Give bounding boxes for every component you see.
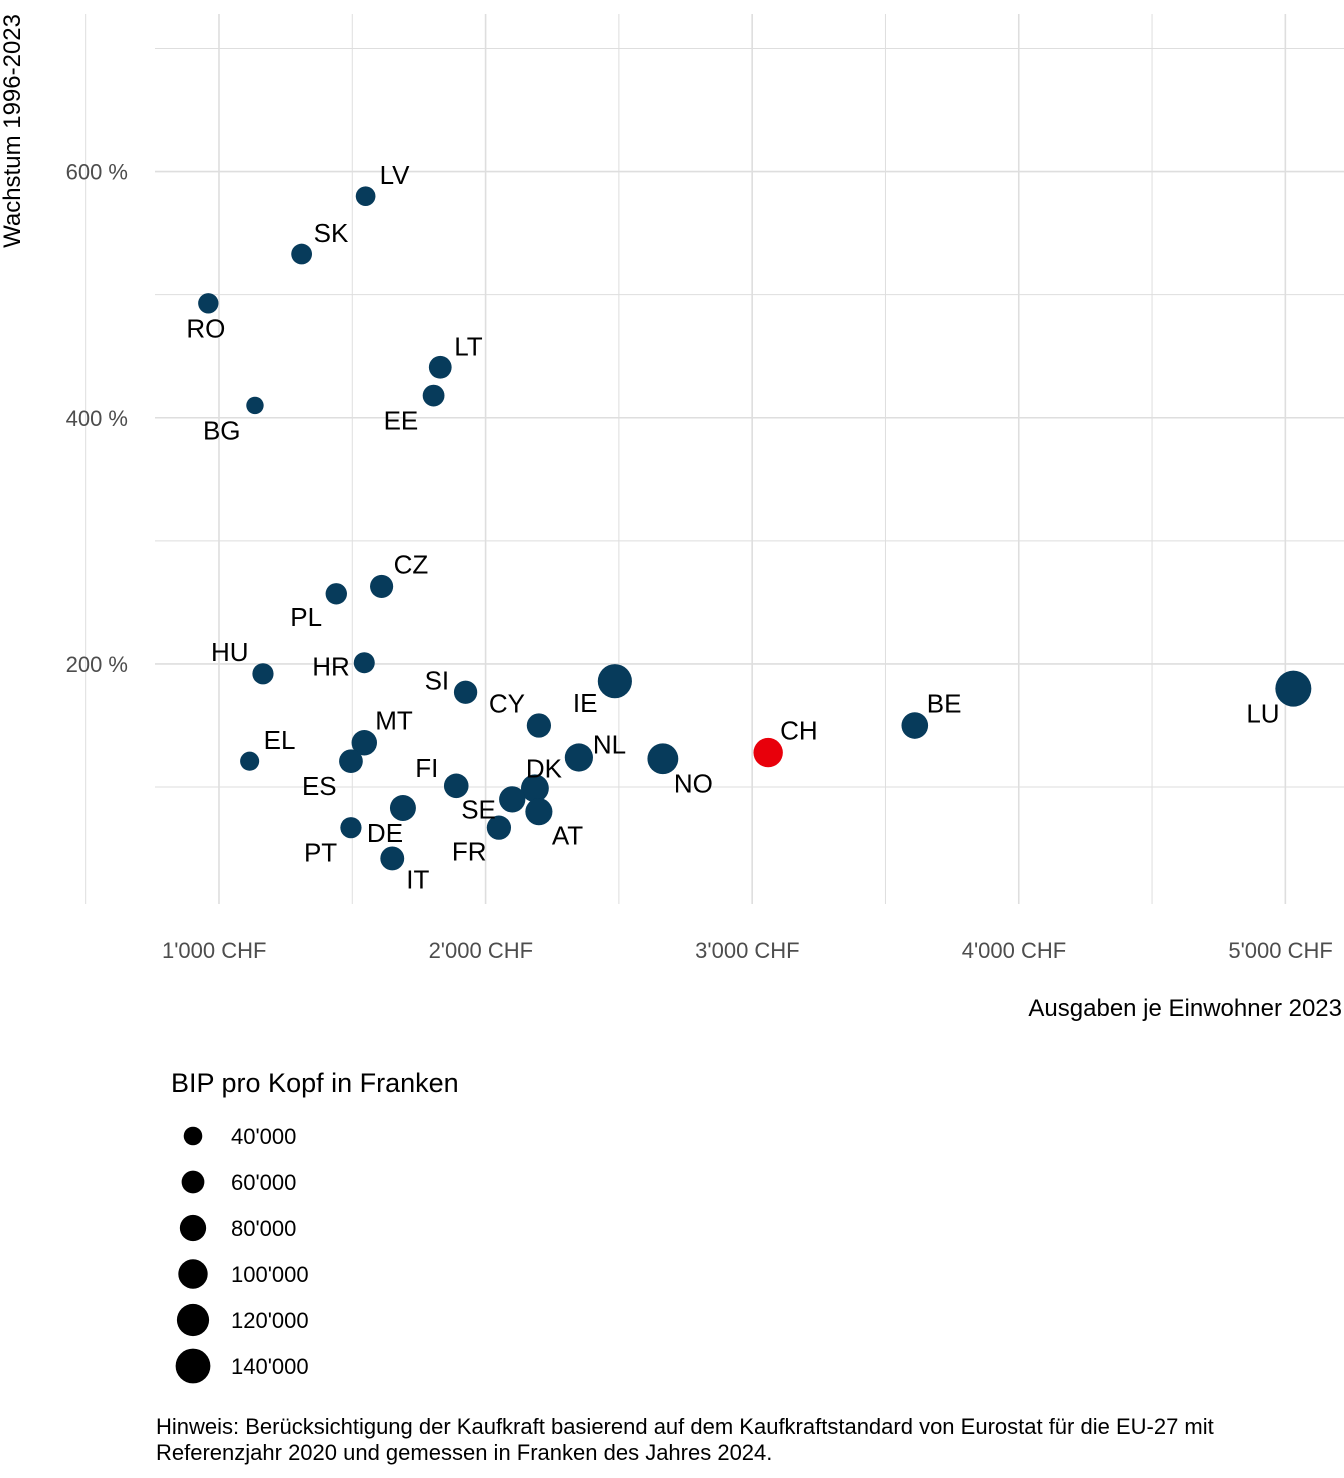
point-label-it: IT xyxy=(406,864,429,894)
point-label-be: BE xyxy=(927,689,962,719)
y-tick-label: 600 % xyxy=(66,160,128,185)
point-sk xyxy=(291,243,313,265)
point-label-bg: BG xyxy=(203,415,241,445)
legend-key-label: 120'000 xyxy=(231,1308,309,1333)
point-label-el: EL xyxy=(264,725,296,755)
point-el xyxy=(240,751,260,771)
size-legend: 40'000 60'000 80'000 100'000 120'000 140'000 xyxy=(175,1124,309,1384)
point-it xyxy=(380,846,405,871)
point-label-hr: HR xyxy=(312,652,350,682)
point-pl xyxy=(325,583,347,605)
data-points xyxy=(198,186,1312,871)
legend-key-circle xyxy=(183,1126,203,1146)
y-tick-label: 200 % xyxy=(66,652,128,677)
legend-key-circle xyxy=(181,1170,205,1194)
point-fr xyxy=(486,815,512,840)
point-lu xyxy=(1275,670,1312,707)
point-label-si: SI xyxy=(425,665,450,695)
legend-title: BIP pro Kopf in Franken xyxy=(171,1068,459,1098)
legend-key-circle xyxy=(178,1259,208,1289)
point-fi xyxy=(443,773,469,799)
scatter-chart: 1'000 CHF 2'000 CHF 3'000 CHF 4'000 CHF 5'00… xyxy=(0,14,1344,1384)
point-label-hu: HU xyxy=(211,637,249,667)
point-label-mt: MT xyxy=(375,706,413,736)
point-dk xyxy=(520,774,549,803)
legend-key-label: 80'000 xyxy=(231,1216,296,1241)
footnote: Hinweis: Berücksichtigung der Kaufkraft … xyxy=(156,1414,1214,1465)
point-no xyxy=(647,743,679,775)
point-cz xyxy=(370,574,394,598)
axis-ticks: 1'000 CHF 2'000 CHF 3'000 CHF 4'000 CHF 5'00… xyxy=(66,160,1333,963)
point-lv xyxy=(355,186,376,207)
point-bg xyxy=(246,396,264,415)
x-tick-label: 1'000 CHF xyxy=(162,938,266,963)
point-hu xyxy=(252,663,274,685)
grid-lines xyxy=(85,14,1344,904)
y-tick-label: 400 % xyxy=(66,406,128,431)
legend-key-label: 140'000 xyxy=(231,1354,309,1379)
x-tick-label: 2'000 CHF xyxy=(429,938,533,963)
x-axis-title: Ausgaben je Einwohner 2023 xyxy=(1028,995,1342,1022)
point-se xyxy=(499,786,526,813)
point-label-pl: PL xyxy=(290,602,322,632)
point-label-de: DE xyxy=(367,818,403,848)
x-tick-label: 3'000 CHF xyxy=(695,938,799,963)
legend-key-label: 100'000 xyxy=(231,1262,309,1287)
x-tick-label: 5'000 CHF xyxy=(1228,938,1332,963)
point-label-pt: PT xyxy=(304,838,337,868)
point-lt xyxy=(428,355,452,379)
point-label-cy: CY xyxy=(489,689,525,719)
point-label-lv: LV xyxy=(380,160,411,190)
point-hr xyxy=(353,652,375,674)
point-cy xyxy=(526,713,552,738)
point-si xyxy=(453,680,478,704)
point-ie xyxy=(597,664,632,699)
point-label-se: SE xyxy=(461,794,496,824)
point-label-dk: DK xyxy=(526,753,563,783)
point-label-ro: RO xyxy=(186,313,225,343)
point-be xyxy=(901,712,929,739)
point-ro xyxy=(198,293,219,314)
legend-key-circle xyxy=(176,1303,210,1337)
point-at xyxy=(525,798,553,826)
point-label-fi: FI xyxy=(415,753,438,783)
point-nl xyxy=(564,743,593,772)
point-label-ee: EE xyxy=(384,406,419,436)
legend-key-circle xyxy=(179,1214,207,1242)
point-es xyxy=(339,749,363,774)
point-label-nl: NL xyxy=(593,730,626,760)
point-label-fr: FR xyxy=(452,837,487,867)
point-label-lt: LT xyxy=(454,331,483,361)
point-label-ie: IE xyxy=(573,688,598,718)
point-label-at: AT xyxy=(552,821,583,851)
point-label-cz: CZ xyxy=(394,549,429,579)
point-de xyxy=(389,795,416,821)
point-label-lu: LU xyxy=(1246,699,1279,729)
point-label-es: ES xyxy=(302,771,337,801)
point-label-sk: SK xyxy=(314,218,349,248)
legend-key-label: 60'000 xyxy=(231,1170,296,1195)
point-ch xyxy=(753,737,783,768)
point-label-ch: CH xyxy=(780,716,818,746)
legend-key-label: 40'000 xyxy=(231,1124,296,1149)
point-ee xyxy=(422,384,445,407)
legend-key-circle xyxy=(175,1348,211,1384)
point-pt xyxy=(340,817,362,839)
point-label-no: NO xyxy=(674,769,713,799)
y-axis-title: Wachstum 1996-2023 xyxy=(0,14,26,248)
x-tick-label: 4'000 CHF xyxy=(962,938,1066,963)
point-mt xyxy=(351,730,378,756)
